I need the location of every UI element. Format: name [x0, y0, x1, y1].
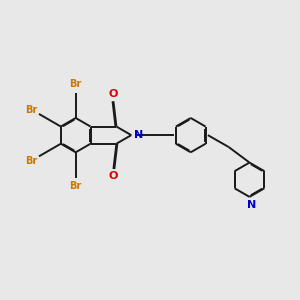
- Text: N: N: [134, 130, 143, 140]
- Text: O: O: [109, 89, 118, 99]
- Text: N: N: [247, 200, 256, 210]
- Text: Br: Br: [70, 182, 82, 191]
- Text: Br: Br: [70, 79, 82, 89]
- Text: O: O: [109, 171, 118, 182]
- Text: Br: Br: [25, 156, 38, 166]
- Text: Br: Br: [25, 104, 38, 115]
